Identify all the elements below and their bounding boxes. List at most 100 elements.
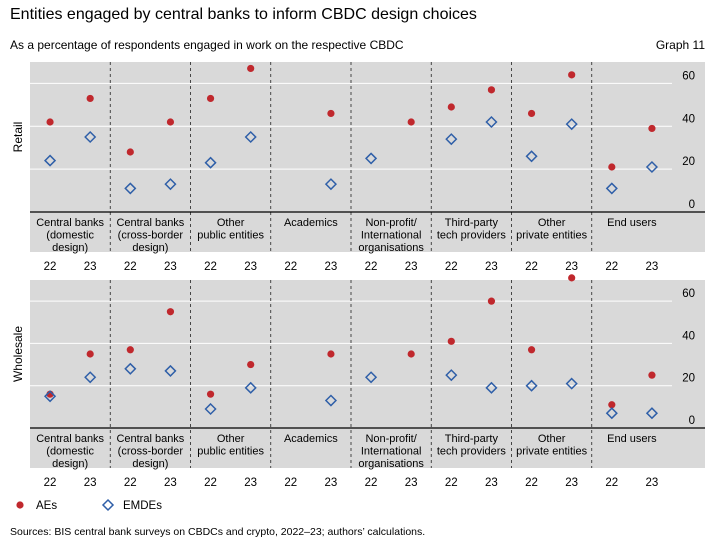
year-label: 22 bbox=[124, 261, 137, 273]
year-label: 23 bbox=[84, 261, 97, 273]
category-label: design) bbox=[132, 242, 168, 254]
ae-point bbox=[327, 350, 335, 358]
year-label: 23 bbox=[405, 261, 418, 273]
emde-point bbox=[124, 362, 137, 375]
y-tick-label: 20 bbox=[682, 156, 695, 168]
emde-point bbox=[605, 182, 618, 195]
y-tick-label: 20 bbox=[682, 373, 695, 385]
legend-ae-marker bbox=[16, 501, 24, 509]
category-label: Other bbox=[217, 433, 245, 445]
category-label: Non-profit/ bbox=[365, 217, 417, 229]
category-label: Third-party bbox=[445, 217, 499, 229]
category-label: Central banks bbox=[36, 217, 104, 229]
category-label: International bbox=[361, 446, 422, 458]
y-tick-label: 60 bbox=[682, 288, 695, 300]
year-label: 22 bbox=[124, 477, 137, 489]
emde-point bbox=[565, 118, 578, 131]
year-label: 22 bbox=[204, 477, 217, 489]
ae-point bbox=[527, 346, 536, 354]
ae-point bbox=[407, 118, 415, 126]
ae-point bbox=[608, 163, 616, 171]
emde-point bbox=[645, 160, 658, 174]
emde-point bbox=[84, 130, 97, 144]
category-label: Non-profit/ bbox=[365, 433, 417, 445]
ae-point bbox=[86, 350, 94, 358]
ae-point bbox=[86, 94, 94, 103]
ae-point bbox=[487, 297, 496, 305]
category-label: Third-party bbox=[445, 433, 499, 445]
emde-point bbox=[44, 154, 57, 167]
category-label: International bbox=[361, 230, 422, 242]
year-label: 22 bbox=[44, 261, 57, 273]
category-label: End users bbox=[607, 433, 657, 445]
category-label: design) bbox=[52, 242, 88, 254]
ae-point bbox=[46, 118, 54, 126]
emde-point bbox=[244, 130, 257, 144]
ae-point bbox=[166, 118, 175, 126]
category-label: organisations bbox=[358, 458, 424, 470]
emde-point bbox=[525, 150, 538, 163]
category-label: Other bbox=[538, 433, 566, 445]
legend-emde-label: EMDEs bbox=[123, 500, 162, 512]
ae-point bbox=[407, 350, 415, 358]
category-label: Other bbox=[217, 217, 245, 229]
emde-point bbox=[164, 178, 177, 191]
ae-point bbox=[568, 274, 576, 282]
emde-point bbox=[204, 402, 217, 416]
year-label: 23 bbox=[84, 477, 97, 489]
year-label: 23 bbox=[164, 261, 177, 273]
ae-point bbox=[608, 401, 616, 409]
emde-point bbox=[324, 178, 337, 191]
year-label: 22 bbox=[525, 261, 538, 273]
category-label: tech providers bbox=[437, 446, 507, 458]
y-tick-label: 0 bbox=[689, 199, 695, 211]
year-label: 22 bbox=[445, 477, 458, 489]
emde-point bbox=[244, 381, 257, 394]
ae-point bbox=[487, 86, 496, 94]
emde-point bbox=[124, 182, 137, 195]
year-label: 22 bbox=[284, 261, 297, 273]
category-label: End users bbox=[607, 217, 657, 229]
year-label: 22 bbox=[525, 477, 538, 489]
category-label: design) bbox=[132, 458, 168, 470]
category-label: (domestic bbox=[46, 230, 94, 242]
year-label: 22 bbox=[204, 261, 217, 273]
ae-point bbox=[648, 124, 656, 133]
emde-point bbox=[44, 390, 57, 403]
legend-ae-label: AEs bbox=[36, 500, 57, 512]
category-label: Central banks bbox=[36, 433, 104, 445]
ae-point bbox=[568, 71, 576, 79]
emde-point bbox=[164, 364, 177, 377]
ae-point bbox=[447, 103, 455, 111]
year-label: 23 bbox=[244, 261, 257, 273]
ae-point bbox=[327, 109, 335, 118]
ae-point bbox=[447, 337, 455, 345]
legend: AEs EMDEs bbox=[16, 498, 162, 512]
category-label: private entities bbox=[516, 230, 587, 242]
panel-background bbox=[30, 280, 705, 468]
emde-point bbox=[445, 133, 458, 146]
year-label: 22 bbox=[605, 261, 618, 273]
y-axis-label: Retail bbox=[11, 122, 25, 153]
category-label: public entities bbox=[197, 446, 264, 458]
category-label: Other bbox=[538, 217, 566, 229]
emde-point bbox=[645, 407, 658, 420]
ae-point bbox=[247, 360, 255, 369]
year-label: 23 bbox=[244, 477, 257, 489]
year-label: 23 bbox=[325, 261, 338, 273]
ae-point bbox=[527, 109, 536, 118]
graph-number: Graph 11 bbox=[655, 38, 705, 52]
emde-point bbox=[445, 369, 458, 382]
y-axis-label: Wholesale bbox=[11, 326, 25, 382]
y-tick-label: 0 bbox=[689, 415, 695, 427]
ae-point bbox=[247, 64, 255, 73]
category-label: Academics bbox=[284, 217, 338, 229]
ae-point bbox=[206, 390, 215, 398]
source-note: Sources: BIS central bank surveys on CBD… bbox=[10, 526, 426, 538]
chart-title: Entities engaged by central banks to inf… bbox=[10, 6, 477, 23]
emde-point bbox=[204, 156, 217, 169]
category-label: public entities bbox=[197, 230, 264, 242]
year-label: 23 bbox=[565, 261, 578, 273]
